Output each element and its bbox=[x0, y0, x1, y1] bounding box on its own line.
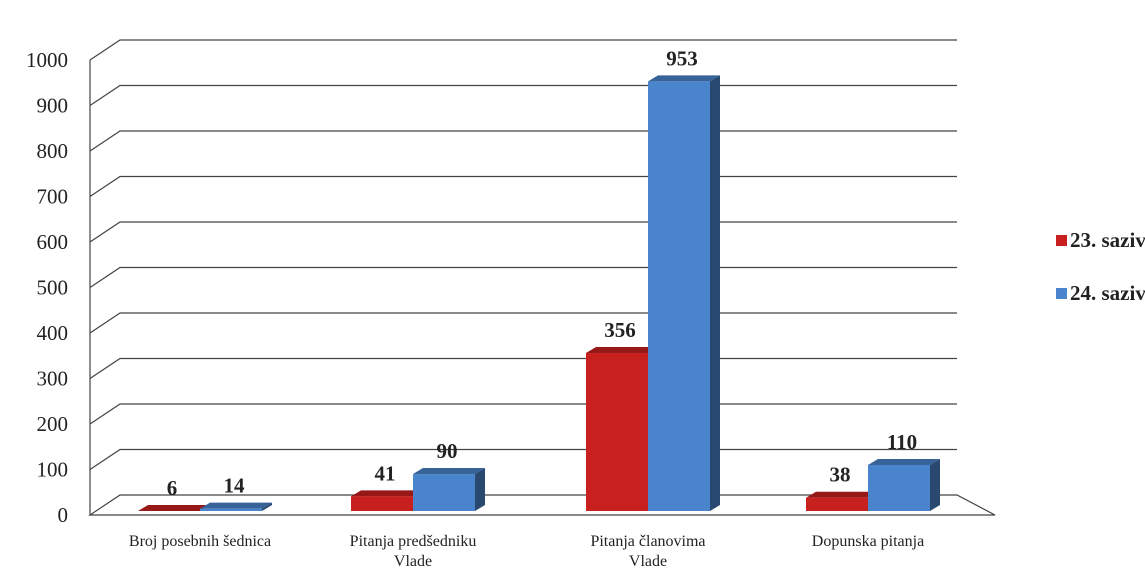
data-label: 14 bbox=[224, 474, 246, 498]
bar-top-face bbox=[351, 490, 423, 497]
bar-top-face bbox=[806, 491, 878, 498]
bar-top-face bbox=[868, 458, 940, 465]
bar-top-face bbox=[648, 75, 720, 82]
data-label: 356 bbox=[604, 318, 636, 342]
y-tick-label: 900 bbox=[37, 94, 69, 118]
bar bbox=[413, 468, 485, 511]
data-label: 110 bbox=[887, 430, 917, 454]
bar-top-face bbox=[586, 347, 658, 354]
bar-front-face bbox=[200, 508, 262, 511]
y-tick-label: 500 bbox=[37, 276, 69, 300]
y-tick-label: 100 bbox=[37, 458, 69, 482]
chart-floor bbox=[88, 494, 996, 516]
gridline bbox=[89, 448, 957, 470]
gridline bbox=[89, 84, 957, 106]
legend-label: 24. saziv bbox=[1070, 281, 1145, 305]
data-label: 41 bbox=[375, 461, 396, 485]
data-label: 6 bbox=[167, 476, 178, 500]
gridline bbox=[89, 403, 957, 425]
chart-bars bbox=[138, 75, 940, 511]
y-tick-label: 400 bbox=[37, 321, 69, 345]
legend-swatch bbox=[1056, 288, 1067, 299]
bar bbox=[586, 347, 658, 511]
bar-front-face bbox=[351, 496, 413, 511]
chart-grid bbox=[89, 39, 957, 470]
y-tick-label: 1000 bbox=[26, 48, 68, 72]
bar bbox=[868, 458, 940, 511]
bar-front-face bbox=[586, 353, 648, 511]
gridline bbox=[89, 130, 957, 152]
legend-label: 23. saziv bbox=[1070, 228, 1145, 252]
bar-side-face bbox=[710, 75, 720, 511]
y-axis-tick-labels: 0 100 200 300 400 500 600 700 800 900 1000 bbox=[26, 48, 68, 527]
bar bbox=[200, 502, 272, 511]
y-tick-label: 0 bbox=[58, 503, 69, 527]
legend-swatch bbox=[1056, 235, 1067, 246]
bar bbox=[806, 491, 878, 511]
gridline bbox=[89, 266, 957, 288]
y-tick-label: 200 bbox=[37, 412, 69, 436]
bar bbox=[138, 505, 210, 511]
gridline bbox=[89, 357, 957, 379]
data-label: 38 bbox=[830, 463, 851, 487]
gridline bbox=[89, 221, 957, 243]
x-category-label: Dopunska pitanja bbox=[812, 533, 924, 550]
y-tick-label: 700 bbox=[37, 185, 69, 209]
legend: 23. saziv 24. saziv bbox=[1056, 228, 1145, 305]
x-category-label: Vlade bbox=[394, 553, 432, 570]
y-tick-label: 800 bbox=[37, 139, 69, 163]
bar bbox=[351, 490, 423, 511]
x-category-label: Vlade bbox=[629, 553, 667, 570]
bar-front-face bbox=[648, 81, 710, 511]
bar-top-face bbox=[200, 502, 272, 509]
gridline bbox=[89, 175, 957, 197]
y-tick-label: 600 bbox=[37, 230, 69, 254]
bar-side-face bbox=[475, 468, 485, 511]
bar-front-face bbox=[806, 497, 868, 511]
bar-front-face bbox=[868, 464, 930, 511]
chart-axes bbox=[88, 60, 996, 516]
x-category-label: Pitanja predšedniku bbox=[350, 533, 477, 550]
y-tick-label: 300 bbox=[37, 367, 69, 391]
bar-front-face bbox=[413, 474, 475, 511]
bar-top-face bbox=[413, 468, 485, 475]
bar bbox=[648, 75, 720, 511]
x-category-label: Broj posebnih šednica bbox=[129, 533, 271, 550]
x-axis-category-labels: Broj posebnih šednica Pitanja predšedniku… bbox=[129, 533, 924, 570]
x-category-label: Pitanja članovima bbox=[590, 533, 705, 550]
gridline bbox=[89, 39, 957, 61]
bar-side-face bbox=[262, 502, 272, 511]
gridline bbox=[89, 312, 957, 334]
bar-top-face bbox=[138, 505, 210, 511]
data-label: 90 bbox=[437, 439, 458, 463]
data-labels: 6 41 356 38 14 90 953 110 bbox=[167, 46, 917, 500]
data-label: 953 bbox=[666, 46, 698, 70]
bar-side-face bbox=[930, 458, 940, 511]
